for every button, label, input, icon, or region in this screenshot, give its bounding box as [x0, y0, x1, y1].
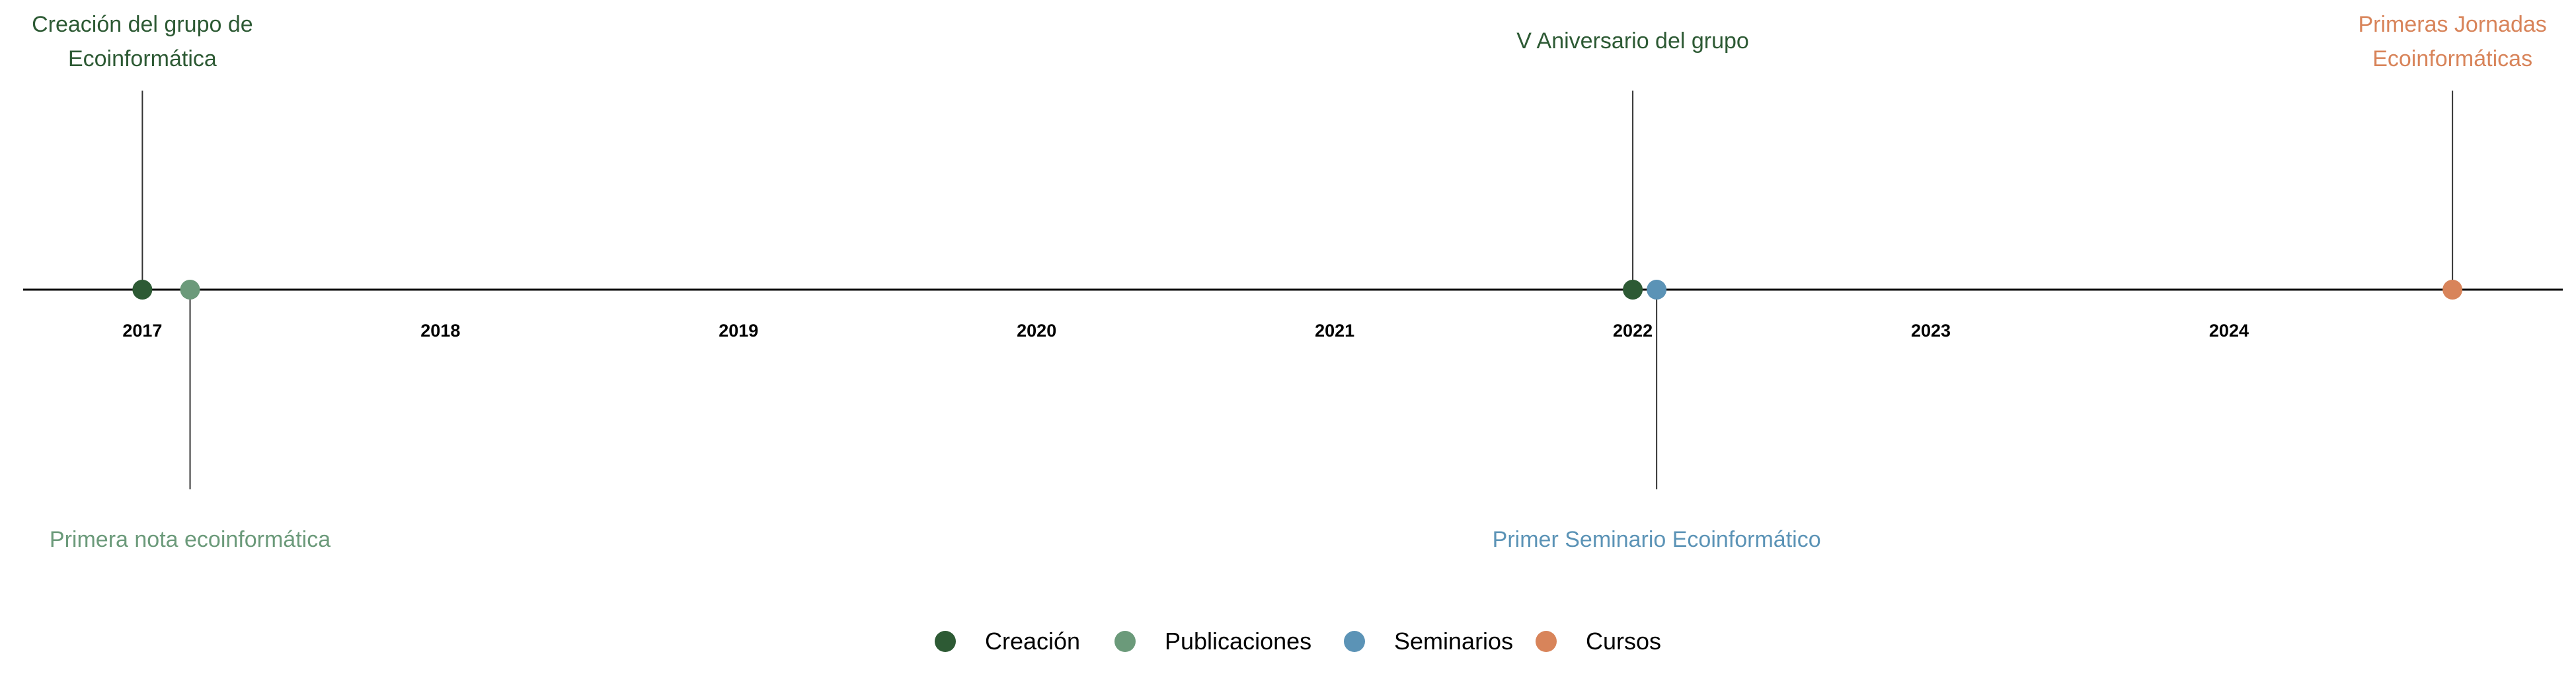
event-label-line: Ecoinformáticas [2372, 46, 2532, 71]
event-point-1 [180, 280, 200, 300]
legend-swatch-3 [1536, 631, 1557, 652]
event-label-3: Primer Seminario Ecoinformático [1493, 527, 1821, 552]
tick-label-2020: 2020 [1017, 321, 1056, 341]
event-points [132, 280, 2463, 300]
event-label-1: Primera nota ecoinformática [50, 527, 331, 552]
tick-label-2019: 2019 [719, 321, 758, 341]
tick-label-2021: 2021 [1315, 321, 1354, 341]
event-label-line: Primer Seminario Ecoinformático [1493, 527, 1821, 552]
event-label-0: Creación del grupo de Ecoinformática [32, 12, 253, 71]
event-label-line: Ecoinformática [68, 46, 217, 71]
event-stems [141, 91, 2454, 489]
event-point-4 [2442, 280, 2463, 300]
legend-label-0: Creación [985, 628, 1080, 655]
event-label-4: Primeras Jornadas Ecoinformáticas [2358, 12, 2546, 71]
event-labels: Creación del grupo de Ecoinformática Prime… [32, 12, 2547, 552]
legend-label-3: Cursos [1586, 628, 1661, 655]
legend-swatch-2 [1344, 631, 1365, 652]
tick-label-2023: 2023 [1911, 321, 1951, 341]
legend-swatch-0 [935, 631, 956, 652]
tick-label-2018: 2018 [420, 321, 460, 341]
legend-label-2: Seminarios [1394, 628, 1513, 655]
event-point-3 [1647, 280, 1667, 300]
legend: Creación Publicaciones Seminarios Cursos [935, 628, 1661, 655]
event-label-line: Creación del grupo de [32, 12, 253, 37]
legend-swatch-1 [1114, 631, 1136, 652]
tick-labels: 2017 2018 2019 2020 2021 2022 2023 2024 [122, 321, 2249, 341]
tick-label-2017: 2017 [122, 321, 162, 341]
event-label-line: Primera nota ecoinformática [50, 527, 331, 552]
event-point-0 [132, 280, 153, 300]
event-label-line: V Aniversario del grupo [1516, 28, 1749, 54]
tick-label-2022: 2022 [1613, 321, 1653, 341]
event-label-line: Primeras Jornadas [2358, 12, 2546, 37]
event-label-2: V Aniversario del grupo [1516, 28, 1749, 54]
event-point-2 [1623, 280, 1643, 300]
tick-label-2024: 2024 [2209, 321, 2249, 341]
legend-label-1: Publicaciones [1165, 628, 1311, 655]
